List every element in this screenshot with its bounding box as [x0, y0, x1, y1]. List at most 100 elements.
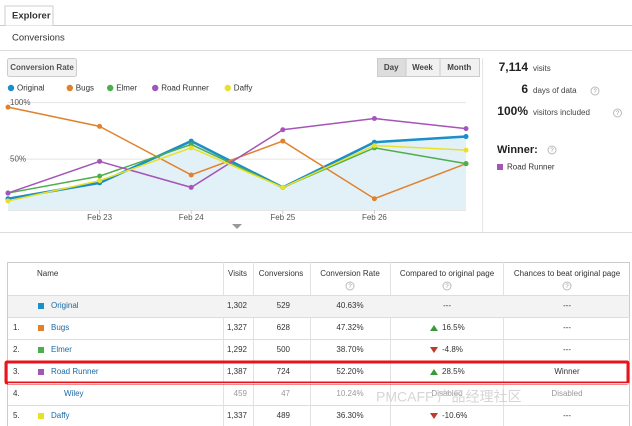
watermark: PMCAFF 产品经理社区 — [376, 389, 521, 405]
legend-label: Original — [17, 84, 45, 93]
tab[interactable] — [4, 5, 54, 26]
point — [371, 115, 377, 121]
legend-label: Daffy — [234, 84, 253, 93]
summary-label: days of data — [533, 86, 577, 95]
row-compared: Disabled — [431, 389, 462, 398]
point — [97, 123, 103, 129]
point — [188, 172, 194, 178]
help-icon[interactable] — [547, 145, 557, 155]
winner-swatch — [497, 164, 503, 170]
x-tick-label: Feb 24 — [179, 213, 204, 222]
column-header: Chances to beat original page — [514, 269, 621, 278]
row-swatch — [38, 369, 44, 375]
row-name[interactable]: Original — [51, 301, 79, 310]
row-rate: 10.24% — [336, 389, 363, 398]
point — [5, 198, 11, 204]
point — [97, 178, 103, 184]
metric-button-label[interactable]: Conversion Rate — [10, 63, 74, 72]
section-title: Conversions — [12, 33, 65, 44]
help-icon-mark: ? — [445, 284, 449, 290]
point — [463, 161, 469, 167]
row-swatch — [38, 347, 44, 353]
row-index: 5. — [13, 411, 20, 420]
x-tick-label: Feb 25 — [270, 213, 295, 222]
row-rate: 38.70% — [336, 345, 363, 354]
help-icon[interactable] — [562, 281, 572, 291]
help-icon-mark: ? — [348, 284, 352, 290]
trend-arrow — [430, 347, 438, 353]
row-name[interactable]: Elmer — [51, 345, 72, 354]
column-header: Conversion Rate — [320, 269, 380, 278]
row-visits: 1,337 — [227, 411, 248, 420]
row-chances: --- — [563, 323, 571, 332]
legend-swatch — [107, 84, 114, 92]
row-conversions: 628 — [277, 323, 291, 332]
legend-swatch — [7, 84, 15, 92]
point — [5, 190, 11, 196]
row-visits: 1,292 — [227, 345, 248, 354]
row-chances: --- — [563, 301, 571, 310]
collapse-handle[interactable] — [232, 224, 242, 229]
row-rate: 52.20% — [336, 367, 363, 376]
column-header: Visits — [228, 269, 247, 278]
row-compared: 16.5% — [442, 323, 465, 332]
point — [280, 127, 286, 133]
line — [7, 144, 467, 202]
legend-swatch — [66, 84, 74, 92]
row-index: 2. — [13, 345, 20, 354]
help-icon[interactable] — [613, 108, 622, 118]
help-icon[interactable] — [590, 86, 600, 96]
tab-label[interactable]: Explorer — [12, 11, 51, 22]
column-header: Conversions — [259, 269, 303, 278]
row-swatch — [38, 303, 44, 309]
line — [7, 143, 467, 194]
row-compared: 28.5% — [442, 367, 465, 376]
period-button[interactable] — [439, 58, 480, 77]
row-conversions: 500 — [277, 345, 291, 354]
row-visits: 1,327 — [227, 323, 248, 332]
row-conversions: 529 — [277, 301, 291, 310]
point — [97, 158, 103, 164]
row-index: 4. — [13, 389, 20, 398]
trend-arrow — [430, 325, 438, 331]
winner-name: Road Runner — [507, 163, 555, 172]
row-name[interactable]: Daffy — [51, 411, 70, 420]
help-icon[interactable] — [442, 281, 452, 291]
table-border — [7, 262, 630, 426]
point — [371, 196, 377, 202]
row-index: 1. — [13, 323, 20, 332]
row-rate: 36.30% — [336, 411, 363, 420]
row-name[interactable]: Road Runner — [51, 367, 99, 376]
row-visits: 1,302 — [227, 301, 248, 310]
period-button-label[interactable]: Month — [447, 63, 471, 72]
column-header: Compared to original page — [400, 269, 495, 278]
row-chances: Disabled — [551, 389, 582, 398]
row-conversions: 489 — [277, 411, 291, 420]
point — [463, 134, 469, 140]
area — [8, 136, 466, 210]
summary-label: visits — [533, 64, 551, 73]
summary-label: visitors included — [533, 108, 590, 117]
point — [188, 145, 194, 151]
row-rate: 47.32% — [336, 323, 363, 332]
winner-title: Winner: — [497, 144, 538, 156]
row-swatch — [38, 413, 44, 419]
row-name[interactable]: Wiley — [64, 389, 84, 398]
metric-button[interactable] — [7, 58, 77, 77]
help-icon-mark: ? — [565, 284, 569, 290]
point — [188, 184, 194, 190]
trend-arrow — [430, 369, 438, 375]
row-chances: --- — [563, 345, 571, 354]
legend-swatch — [224, 84, 231, 92]
period-button-label[interactable]: Day — [384, 63, 399, 72]
y-tick-label: 100% — [10, 98, 30, 107]
row-name[interactable]: Bugs — [51, 323, 69, 332]
help-icon[interactable] — [345, 281, 355, 291]
row-background — [8, 296, 629, 317]
row-conversions: 47 — [281, 389, 290, 398]
period-button-label[interactable]: Week — [412, 63, 433, 72]
point — [280, 138, 286, 144]
trend-arrow — [430, 413, 438, 419]
